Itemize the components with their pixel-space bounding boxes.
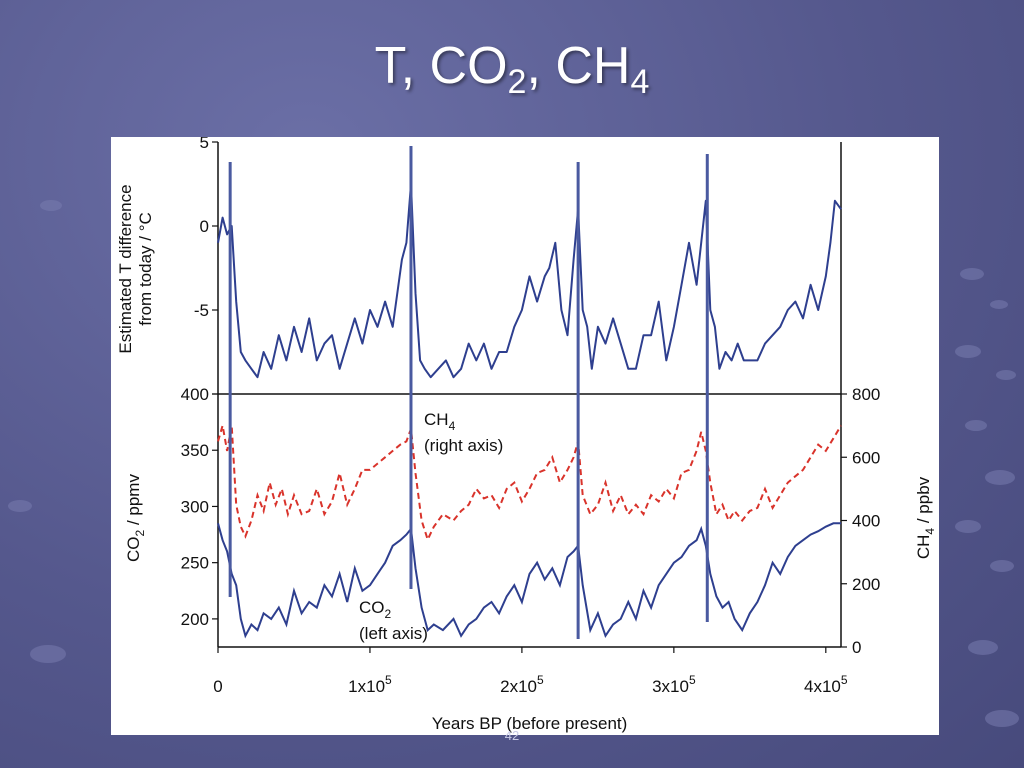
right-y-tick-label: 600 bbox=[852, 448, 880, 467]
x-tick-label-base: 4x10 bbox=[804, 677, 841, 696]
co2-annotation-part: CO bbox=[359, 598, 385, 617]
slide-number: 42 bbox=[504, 728, 520, 743]
background-dot bbox=[40, 200, 62, 211]
co2-annotation-subscript: 2 bbox=[385, 607, 392, 621]
background-dot bbox=[30, 645, 66, 663]
x-tick-label-exponent: 5 bbox=[385, 673, 392, 687]
left-y-axis-label-part: / ppmv bbox=[124, 474, 143, 530]
temperature-series-line bbox=[217, 183, 842, 379]
background-dot bbox=[955, 520, 981, 533]
co2-series-line bbox=[217, 522, 841, 639]
ch4-series-line bbox=[217, 425, 842, 543]
background-dot bbox=[990, 560, 1014, 572]
x-tick-label: 0 bbox=[213, 677, 222, 696]
chart-figure: 5 0 -5 Estimated T differencefrom today / °… bbox=[116, 137, 937, 733]
x-tick-label-base: 2x10 bbox=[500, 677, 537, 696]
chart-panel: 5 0 -5 Estimated T differencefrom today / °… bbox=[111, 137, 939, 735]
right-y-tick-label: 0 bbox=[852, 638, 861, 657]
title-text: , CH bbox=[526, 37, 631, 95]
left-y-tick-label: 250 bbox=[181, 554, 209, 573]
right-y-axis-label-part: CH bbox=[914, 535, 933, 560]
title-text: T, CO bbox=[374, 37, 508, 95]
x-tick-label: 4x105 bbox=[804, 673, 848, 696]
left-y-axis-label: CO2 / ppmv bbox=[124, 474, 147, 562]
right-y-tick-label: 400 bbox=[852, 512, 880, 531]
ch4-annotation-subscript: 4 bbox=[449, 419, 456, 433]
left-y-axis-label-part: CO bbox=[124, 536, 143, 562]
x-tick-label-exponent: 5 bbox=[689, 673, 696, 687]
temperature-panel: 5 0 -5 Estimated T differencefrom today / °… bbox=[116, 137, 842, 395]
title-subscript: 2 bbox=[507, 63, 527, 101]
left-y-tick-label: 350 bbox=[181, 441, 209, 460]
left-y-tick-label: 400 bbox=[181, 385, 209, 404]
x-tick-label: 3x105 bbox=[652, 673, 696, 696]
background-dot bbox=[965, 420, 987, 431]
slide-title: T, CO2, CH4 bbox=[0, 36, 1024, 99]
left-y-axis-label-subscript: 2 bbox=[133, 529, 147, 536]
right-y-axis-label: CH4 / ppbv bbox=[914, 476, 937, 559]
y-axis-label: Estimated T differencefrom today / °C bbox=[116, 184, 155, 353]
y-tick-label: 0 bbox=[200, 217, 209, 236]
x-tick-label: 2x105 bbox=[500, 673, 544, 696]
ch4-annotation-part: CH bbox=[424, 410, 449, 429]
co2-annotation: CO2 bbox=[359, 598, 392, 621]
background-dot bbox=[968, 640, 998, 655]
y-tick-label: 5 bbox=[200, 137, 209, 152]
background-dot bbox=[985, 470, 1015, 485]
background-dot bbox=[8, 500, 32, 512]
right-y-axis-label-subscript: 4 bbox=[923, 528, 937, 535]
x-tick-label-base: 0 bbox=[213, 677, 222, 696]
ch4-annotation-note: (right axis) bbox=[424, 436, 503, 455]
left-y-tick-label: 300 bbox=[181, 497, 209, 516]
x-axis-label: Years BP (before present) bbox=[432, 714, 628, 733]
left-y-tick-label: 200 bbox=[181, 610, 209, 629]
ch4-annotation: CH4 bbox=[424, 410, 456, 433]
x-tick-label-base: 1x10 bbox=[348, 677, 385, 696]
background-dot bbox=[955, 345, 981, 358]
background-dot bbox=[996, 370, 1016, 380]
y-axis-label-line: Estimated T difference bbox=[116, 184, 135, 353]
x-tick-label-exponent: 5 bbox=[537, 673, 544, 687]
right-y-tick-label: 800 bbox=[852, 385, 880, 404]
x-tick-label-exponent: 5 bbox=[841, 673, 848, 687]
background-dot bbox=[985, 710, 1019, 727]
x-tick-label-base: 3x10 bbox=[652, 677, 689, 696]
co2-annotation-note: (left axis) bbox=[359, 624, 428, 643]
background-dot bbox=[960, 268, 984, 280]
right-y-axis-label-part: / ppbv bbox=[914, 476, 933, 528]
title-subscript: 4 bbox=[630, 63, 650, 101]
y-axis-label-line: from today / °C bbox=[136, 212, 155, 326]
background-dot bbox=[990, 300, 1008, 309]
y-tick-label: -5 bbox=[194, 301, 209, 320]
x-tick-label: 1x105 bbox=[348, 673, 392, 696]
right-y-tick-label: 200 bbox=[852, 575, 880, 594]
